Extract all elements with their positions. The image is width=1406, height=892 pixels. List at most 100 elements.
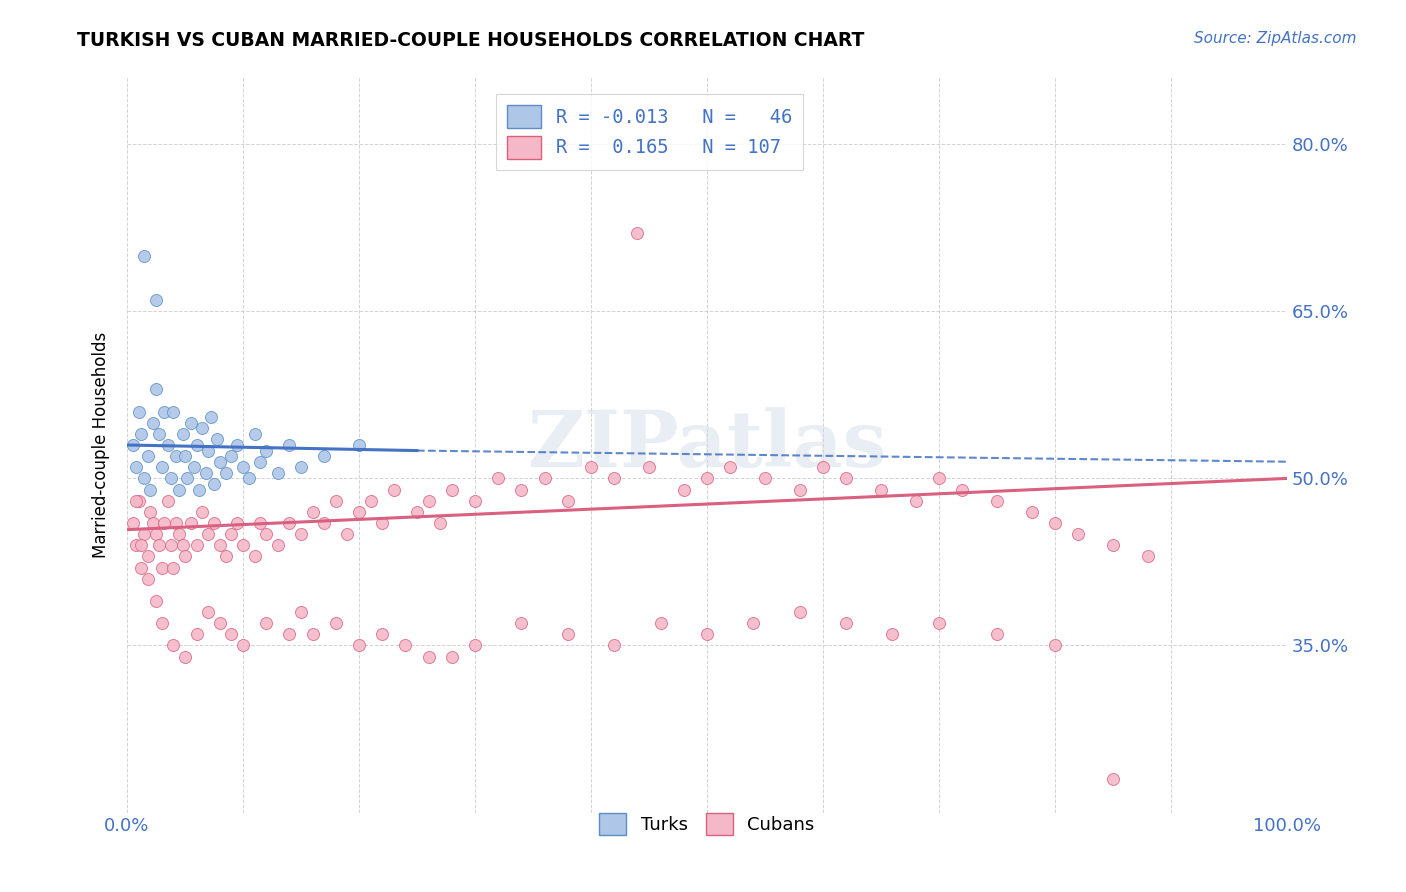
Point	[243, 549, 266, 564]
Point	[174, 549, 197, 564]
Point	[134, 249, 156, 263]
Point	[557, 627, 579, 641]
Point	[145, 382, 167, 396]
Point	[214, 549, 236, 564]
Point	[394, 639, 416, 653]
Point	[129, 560, 152, 574]
Point	[136, 572, 159, 586]
Point	[153, 516, 176, 530]
Point	[226, 438, 249, 452]
Point	[278, 438, 301, 452]
Point	[191, 421, 214, 435]
Point	[418, 649, 440, 664]
Point	[207, 433, 229, 447]
Point	[382, 483, 405, 497]
Point	[267, 466, 290, 480]
Point	[226, 516, 249, 530]
Point	[232, 639, 254, 653]
Point	[440, 649, 463, 664]
Point	[950, 483, 973, 497]
Point	[904, 493, 927, 508]
Point	[121, 516, 143, 530]
Point	[150, 460, 173, 475]
Point	[180, 416, 202, 430]
Point	[371, 516, 394, 530]
Point	[464, 493, 486, 508]
Point	[325, 493, 347, 508]
Point	[150, 560, 173, 574]
Point	[174, 449, 197, 463]
Point	[1136, 549, 1159, 564]
Point	[197, 605, 219, 619]
Point	[243, 426, 266, 441]
Point	[186, 627, 208, 641]
Point	[510, 483, 533, 497]
Point	[172, 538, 194, 552]
Point	[811, 460, 834, 475]
Point	[301, 627, 323, 641]
Point	[134, 471, 156, 485]
Point	[167, 483, 190, 497]
Point	[579, 460, 602, 475]
Point	[148, 538, 170, 552]
Point	[191, 505, 214, 519]
Point	[360, 493, 382, 508]
Point	[125, 538, 148, 552]
Point	[486, 471, 509, 485]
Y-axis label: Married-couple Households: Married-couple Households	[93, 332, 110, 558]
Text: ZIPatlas: ZIPatlas	[527, 407, 887, 483]
Point	[347, 438, 370, 452]
Point	[139, 505, 162, 519]
Point	[156, 438, 179, 452]
Point	[1043, 639, 1066, 653]
Point	[221, 527, 243, 541]
Point	[406, 505, 429, 519]
Point	[249, 455, 271, 469]
Point	[139, 483, 162, 497]
Point	[208, 616, 231, 631]
Point	[165, 449, 187, 463]
Point	[1102, 538, 1125, 552]
Point	[208, 455, 231, 469]
Point	[186, 538, 208, 552]
Point	[129, 426, 152, 441]
Point	[418, 493, 440, 508]
Point	[278, 516, 301, 530]
Point	[267, 538, 290, 552]
Point	[429, 516, 451, 530]
Point	[121, 438, 143, 452]
Point	[290, 460, 312, 475]
Point	[464, 639, 486, 653]
Point	[754, 471, 776, 485]
Point	[136, 449, 159, 463]
Point	[172, 426, 194, 441]
Point	[202, 477, 225, 491]
Point	[202, 516, 225, 530]
Point	[150, 616, 173, 631]
Point	[145, 527, 167, 541]
Point	[128, 493, 150, 508]
Point	[928, 471, 950, 485]
Point	[1102, 772, 1125, 786]
Point	[167, 527, 190, 541]
Point	[1043, 516, 1066, 530]
Point	[533, 471, 555, 485]
Point	[180, 516, 202, 530]
Point	[347, 639, 370, 653]
Point	[371, 627, 394, 641]
Point	[835, 471, 858, 485]
Point	[160, 538, 183, 552]
Point	[174, 649, 197, 664]
Point	[1021, 505, 1043, 519]
Point	[232, 460, 254, 475]
Point	[238, 471, 260, 485]
Legend: Turks, Cubans: Turks, Cubans	[591, 804, 824, 844]
Point	[672, 483, 695, 497]
Point	[1067, 527, 1090, 541]
Point	[347, 505, 370, 519]
Point	[290, 527, 312, 541]
Point	[336, 527, 359, 541]
Point	[254, 443, 277, 458]
Point	[200, 410, 222, 425]
Text: Source: ZipAtlas.com: Source: ZipAtlas.com	[1194, 31, 1357, 46]
